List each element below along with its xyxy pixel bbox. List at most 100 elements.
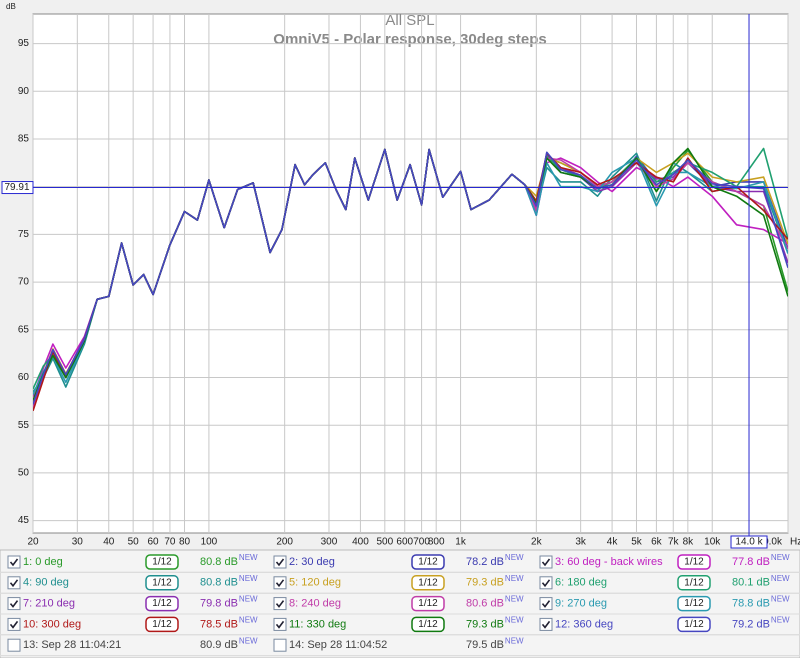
legend-value: 80.6 dB	[466, 598, 504, 610]
legend-checkbox[interactable]	[539, 617, 553, 631]
x-unit: Hz	[790, 537, 800, 548]
legend-checkbox[interactable]	[7, 617, 21, 631]
x-tick-label: 30	[72, 537, 84, 548]
legend-name[interactable]: 7: 210 deg	[23, 598, 75, 610]
legend-value: 79.8 dB	[200, 598, 238, 610]
checkmark	[9, 620, 19, 629]
smoothing-button[interactable]	[145, 554, 179, 570]
x-tick-label: 60	[148, 537, 160, 548]
smoothing-label: 1/12	[152, 598, 172, 609]
y-tick-label: 55	[18, 420, 30, 431]
new-badge: NEW	[239, 553, 258, 562]
legend-checkbox[interactable]	[539, 576, 553, 590]
legend-value: 79.3 dB	[466, 577, 504, 589]
legend-name[interactable]: 6: 180 deg	[555, 577, 607, 589]
smoothing-label: 1/12	[418, 557, 438, 568]
smoothing-button[interactable]	[677, 616, 711, 633]
smoothing-button[interactable]	[145, 575, 179, 591]
x-tick-label: 40	[103, 537, 115, 548]
new-badge: NEW	[505, 553, 524, 562]
new-badge: NEW	[771, 616, 790, 625]
cursor-x-box	[730, 535, 768, 549]
x-tick-label: 6k	[651, 537, 663, 548]
x-tick-label: 20.0k	[758, 537, 783, 548]
legend-name[interactable]: 8: 240 deg	[289, 598, 341, 610]
x-tick-label: 7k	[668, 537, 680, 548]
y-axis-label: dB	[6, 2, 16, 11]
legend-name[interactable]: 3: 60 deg - back wires	[555, 556, 663, 568]
legend-name[interactable]: 13: Sep 28 11:04:21	[23, 639, 121, 651]
smoothing-button[interactable]	[411, 575, 445, 591]
smoothing-label: 1/12	[152, 577, 172, 588]
new-badge: NEW	[239, 595, 258, 604]
legend-name[interactable]: 4: 90 deg	[23, 577, 69, 589]
legend-value: 79.3 dB	[466, 618, 504, 630]
legend-checkbox[interactable]	[273, 555, 287, 569]
legend-name[interactable]: 11: 330 deg	[289, 618, 346, 630]
y-tick-label: 60	[18, 372, 30, 383]
legend-checkbox[interactable]	[273, 597, 287, 611]
legend-value: 80.8 dB	[200, 556, 238, 568]
legend-value: 78.2 dB	[466, 556, 504, 568]
legend-checkbox[interactable]	[7, 555, 21, 569]
legend-checkbox[interactable]	[539, 555, 553, 569]
smoothing-button[interactable]	[677, 575, 711, 591]
cursor-y-label: 79.91	[4, 182, 29, 193]
legend-name[interactable]: 9: 270 deg	[555, 598, 607, 610]
smoothing-button[interactable]	[411, 554, 445, 570]
y-tick-label: 70	[18, 277, 30, 288]
x-tick-label: 3k	[575, 537, 587, 548]
legend-checkbox[interactable]	[273, 617, 287, 631]
legend-name[interactable]: 14: Sep 28 11:04:52	[289, 639, 387, 651]
legend-checkbox[interactable]	[7, 576, 21, 590]
legend-value: 78.8 dB	[732, 598, 770, 610]
smoothing-label: 1/12	[418, 598, 438, 609]
legend-checkbox[interactable]	[273, 638, 287, 652]
legend-value: 80.8 dB	[200, 577, 238, 589]
legend-checkbox[interactable]	[273, 576, 287, 590]
checkmark	[275, 558, 285, 567]
x-tick-label: 1k	[455, 537, 467, 548]
x-tick-label: 8k	[683, 537, 695, 548]
legend-checkbox[interactable]	[7, 597, 21, 611]
new-badge: NEW	[771, 574, 790, 583]
legend-name[interactable]: 12: 360 deg	[555, 618, 613, 630]
checkmark	[9, 579, 19, 588]
smoothing-label: 1/12	[684, 577, 704, 588]
legend-name[interactable]: 10: 300 deg	[23, 618, 81, 630]
x-tick-label: 5k	[631, 537, 643, 548]
legend-name[interactable]: 5: 120 deg	[289, 577, 341, 589]
smoothing-button[interactable]	[411, 595, 445, 612]
smoothing-button[interactable]	[411, 616, 445, 633]
smoothing-button[interactable]	[145, 595, 179, 612]
smoothing-button[interactable]	[677, 554, 711, 570]
smoothing-button[interactable]	[677, 595, 711, 612]
x-tick-label: 50	[128, 537, 140, 548]
y-tick-label: 65	[18, 324, 30, 335]
legend-name[interactable]: 2: 30 deg	[289, 556, 335, 568]
legend-name[interactable]: 1: 0 deg	[23, 556, 63, 568]
legend-checkbox[interactable]	[539, 597, 553, 611]
x-tick-label: 20	[27, 537, 39, 548]
x-tick-label: 100	[201, 537, 218, 548]
legend-value: 79.5 dB	[466, 639, 504, 651]
smoothing-button[interactable]	[145, 616, 179, 633]
x-tick-label: 70	[164, 537, 176, 548]
legend-panel	[0, 549, 800, 658]
y-tick-label: 75	[18, 229, 30, 240]
legend-checkbox[interactable]	[7, 638, 21, 652]
new-badge: NEW	[239, 616, 258, 625]
new-badge: NEW	[771, 553, 790, 562]
checkmark	[275, 620, 285, 629]
x-tick-label: 4k	[607, 537, 619, 548]
x-tick-label: 80	[179, 537, 191, 548]
new-badge: NEW	[505, 595, 524, 604]
x-tick-label: 500	[376, 537, 393, 548]
legend-value: 80.1 dB	[732, 577, 770, 589]
smoothing-label: 1/12	[684, 557, 704, 568]
checkmark	[9, 558, 19, 567]
y-tick-label: 45	[18, 515, 30, 526]
x-tick-label: 700	[413, 537, 430, 548]
chart-subtitle: OmniV5 - Polar response, 30deg steps	[273, 31, 546, 48]
